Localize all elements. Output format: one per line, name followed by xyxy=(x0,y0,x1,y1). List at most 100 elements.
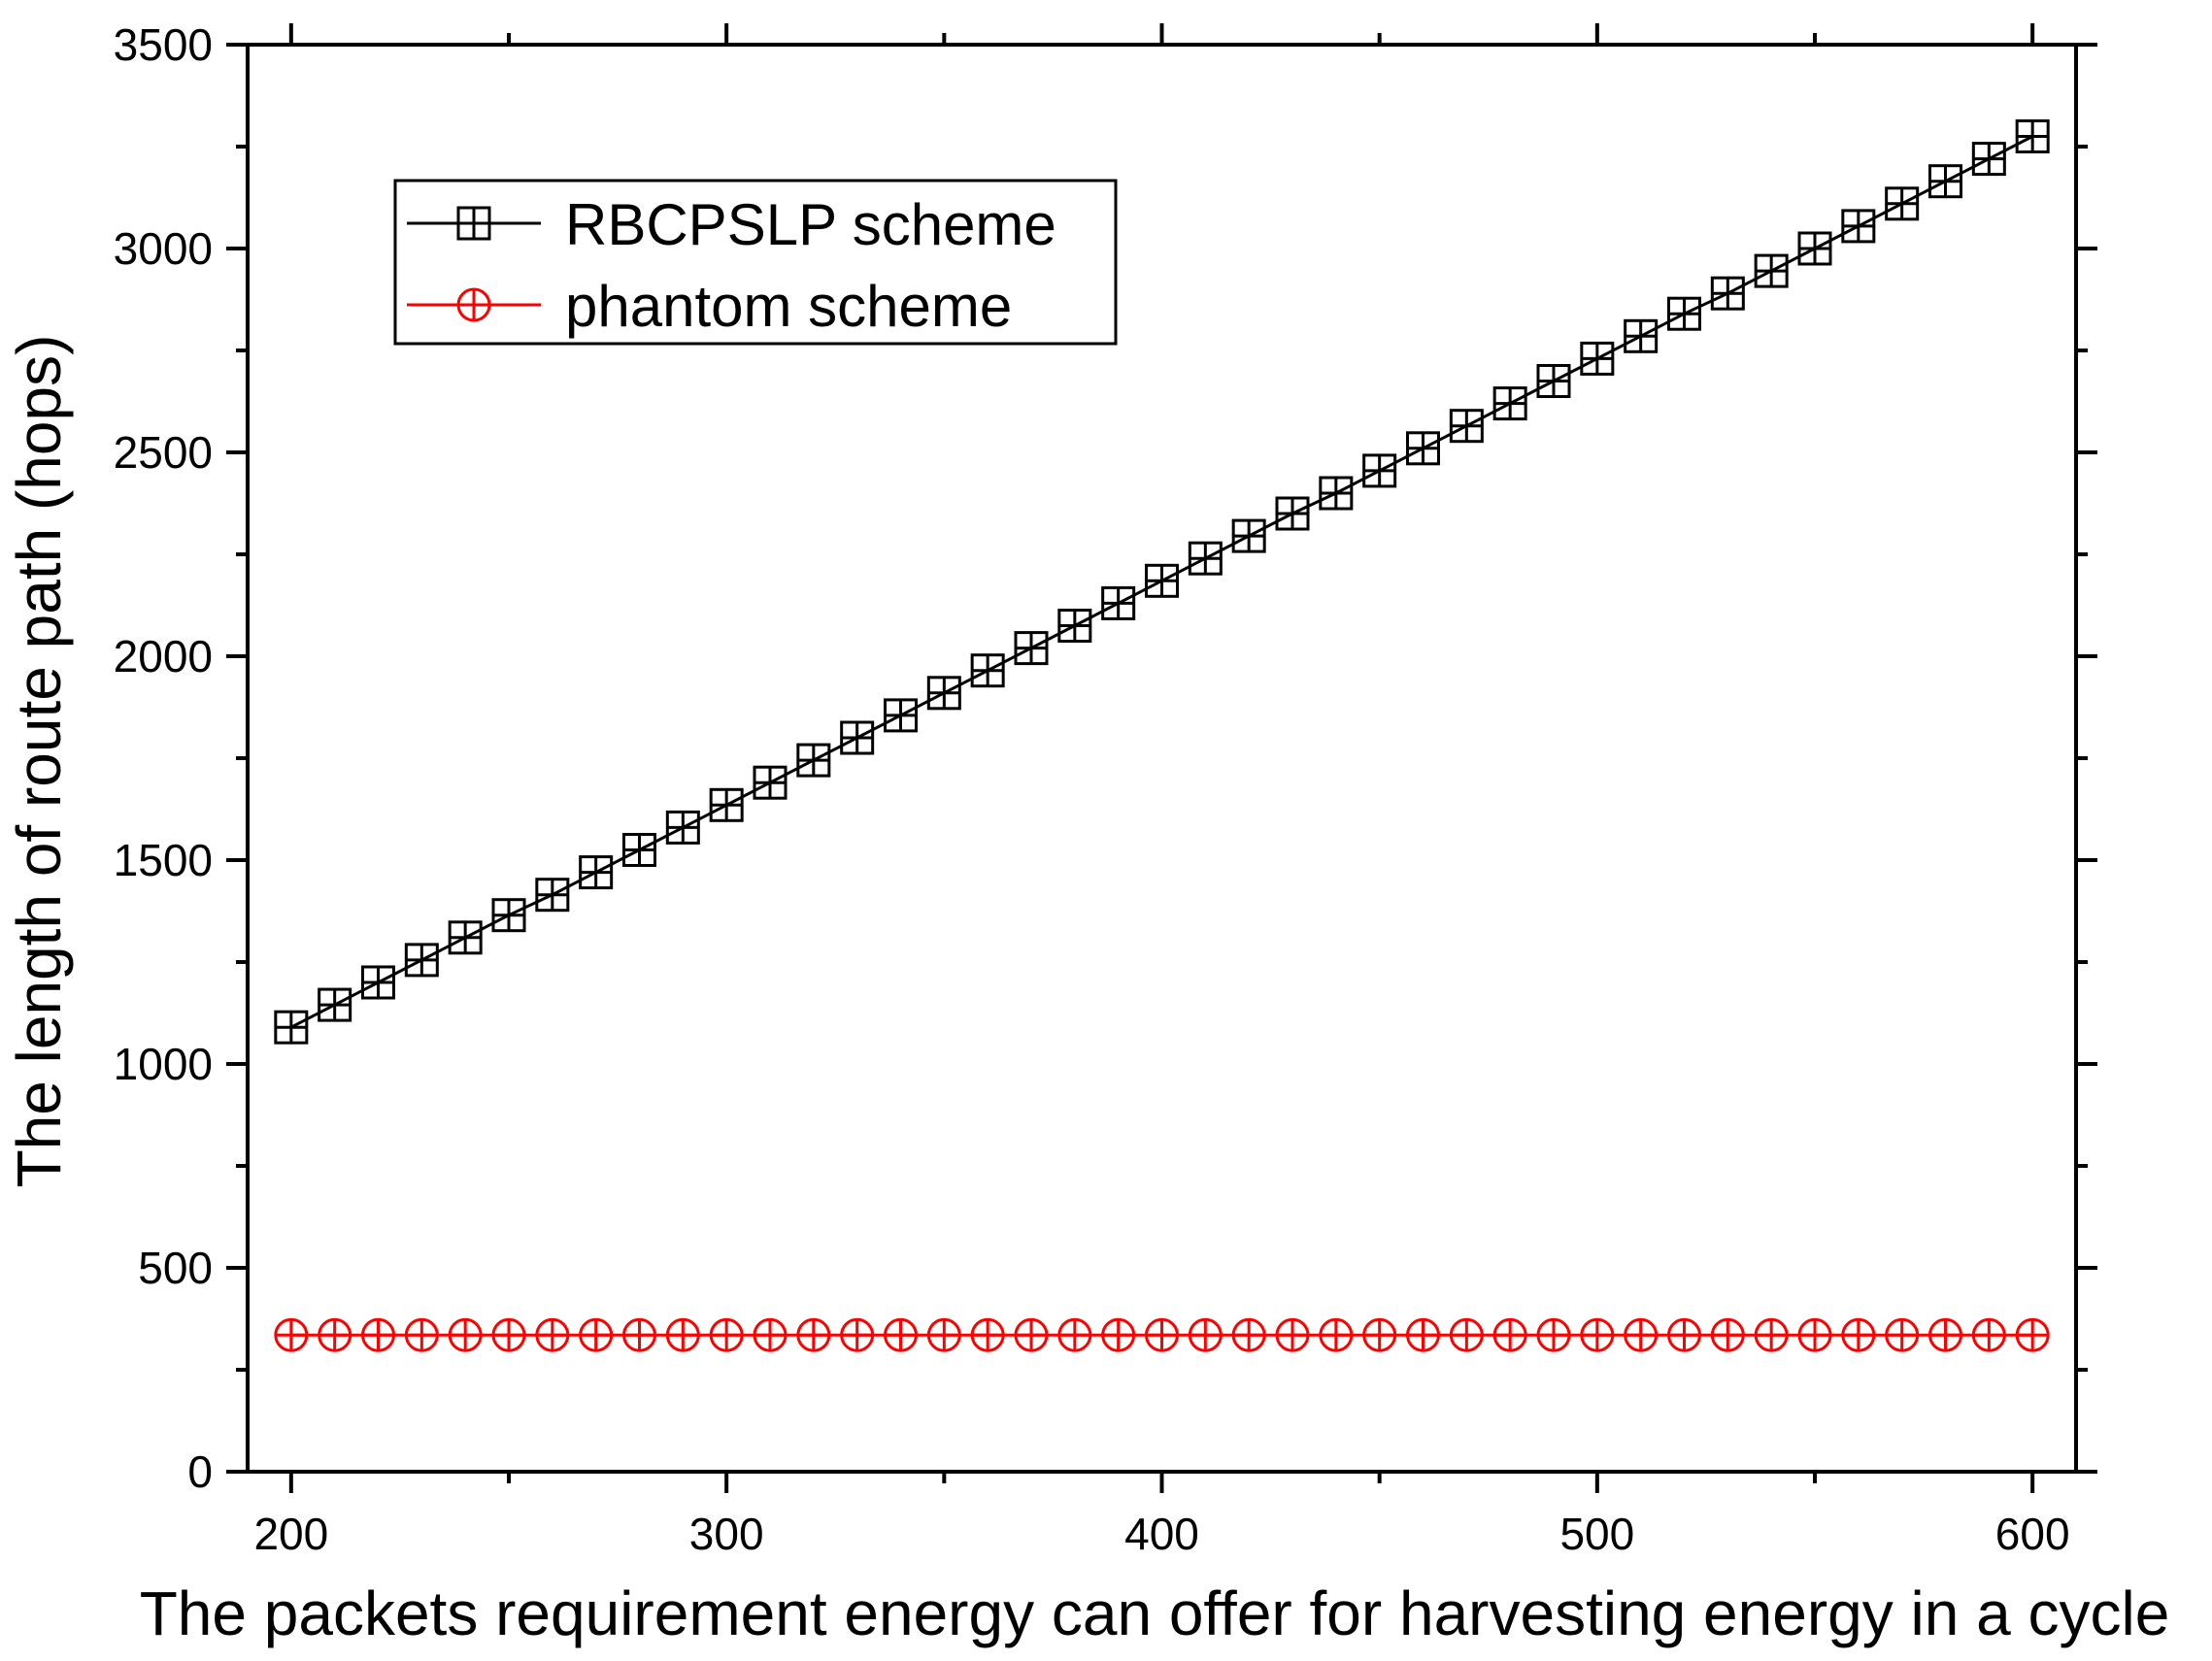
legend-marker xyxy=(456,287,491,322)
data-point xyxy=(1319,1317,1354,1352)
x-tick-label: 600 xyxy=(1995,1509,2070,1559)
data-point xyxy=(579,855,614,890)
data-point xyxy=(404,943,439,978)
data-point xyxy=(579,1317,614,1352)
data-point xyxy=(2015,1317,2050,1352)
y-axis-label: The length of route path (hops) xyxy=(4,335,74,1188)
data-point xyxy=(1885,186,1920,221)
data-point xyxy=(1624,318,1659,353)
data-point xyxy=(1406,431,1440,466)
data-point xyxy=(1710,1317,1745,1352)
data-point xyxy=(1667,296,1701,331)
data-point xyxy=(1188,1317,1223,1352)
data-point xyxy=(1754,1317,1789,1352)
data-point xyxy=(884,698,918,733)
data-point xyxy=(1057,1317,1092,1352)
data-point xyxy=(1971,142,2006,177)
data-point xyxy=(274,1317,309,1352)
data-point xyxy=(1710,276,1745,311)
data-point xyxy=(1624,1317,1659,1352)
legend-label: RBCPSLP scheme xyxy=(565,192,1056,257)
data-point xyxy=(361,1317,395,1352)
x-axis-label: The packets requirement energy can offer… xyxy=(140,1578,2170,1648)
x-tick-label: 400 xyxy=(1124,1509,1199,1559)
data-point xyxy=(448,920,483,955)
data-point xyxy=(1057,609,1092,643)
legend-marker xyxy=(456,206,491,241)
series-rbcpslp-scheme xyxy=(274,119,2050,1045)
y-tick-label: 3500 xyxy=(114,19,213,70)
data-point xyxy=(709,787,744,822)
legend-label: phantom scheme xyxy=(565,274,1012,339)
data-point xyxy=(1319,476,1354,511)
data-point xyxy=(1275,496,1310,531)
data-point xyxy=(448,1317,483,1352)
data-point xyxy=(753,1317,788,1352)
data-point xyxy=(1797,231,1832,266)
y-tick-label: 3000 xyxy=(114,223,213,274)
data-point xyxy=(1971,1317,2006,1352)
series-layer xyxy=(274,119,2050,1352)
y-tick-label: 1500 xyxy=(114,835,213,885)
data-point xyxy=(1928,164,1962,199)
data-point xyxy=(709,1317,744,1352)
data-point xyxy=(1492,1317,1527,1352)
data-point xyxy=(1841,1317,1876,1352)
data-point xyxy=(840,720,875,755)
legend: RBCPSLP scheme phantom scheme xyxy=(393,179,1118,346)
data-point xyxy=(1885,1317,1920,1352)
data-point xyxy=(361,965,395,1000)
data-point xyxy=(1188,541,1223,576)
data-point xyxy=(1145,1317,1179,1352)
data-point xyxy=(491,1317,526,1352)
data-point xyxy=(622,1317,656,1352)
x-tick-label: 200 xyxy=(253,1509,328,1559)
data-point xyxy=(840,1317,875,1352)
data-point xyxy=(491,898,526,933)
data-point xyxy=(1101,585,1136,620)
data-point xyxy=(274,1010,309,1045)
data-point xyxy=(796,743,831,778)
data-point xyxy=(1362,453,1397,488)
data-point xyxy=(753,765,788,800)
legend-box xyxy=(393,179,1118,346)
data-point xyxy=(1145,563,1179,598)
y-tick-label: 2500 xyxy=(114,427,213,478)
data-point xyxy=(1231,518,1266,553)
data-point xyxy=(1536,364,1571,398)
data-point xyxy=(535,1317,570,1352)
data-point xyxy=(1231,1317,1266,1352)
data-point xyxy=(404,1317,439,1352)
data-point xyxy=(796,1317,831,1352)
data-point xyxy=(1928,1317,1962,1352)
data-point xyxy=(318,1317,352,1352)
y-tick-label: 500 xyxy=(138,1243,213,1293)
data-point xyxy=(1841,209,1876,244)
x-tick-label: 500 xyxy=(1559,1509,1634,1559)
data-point xyxy=(926,1317,961,1352)
data-point xyxy=(926,676,961,711)
data-point xyxy=(1275,1317,1310,1352)
legend-entry: RBCPSLP scheme xyxy=(407,192,1056,257)
data-point xyxy=(622,833,656,867)
data-point xyxy=(665,810,700,845)
series-phantom-scheme xyxy=(274,1317,2050,1352)
data-point xyxy=(970,1317,1005,1352)
data-point xyxy=(2015,119,2050,153)
data-point xyxy=(1014,631,1049,666)
data-point xyxy=(1492,386,1527,421)
data-point xyxy=(1667,1317,1701,1352)
legend-entry: phantom scheme xyxy=(407,274,1012,339)
y-tick-label: 0 xyxy=(187,1446,213,1497)
data-point xyxy=(535,878,570,913)
y-tick-label: 1000 xyxy=(114,1039,213,1089)
x-tick-label: 300 xyxy=(689,1509,764,1559)
data-point xyxy=(1362,1317,1397,1352)
data-point xyxy=(970,653,1005,688)
data-point xyxy=(1580,1317,1615,1352)
data-point xyxy=(1797,1317,1832,1352)
data-point xyxy=(884,1317,918,1352)
data-point xyxy=(665,1317,700,1352)
